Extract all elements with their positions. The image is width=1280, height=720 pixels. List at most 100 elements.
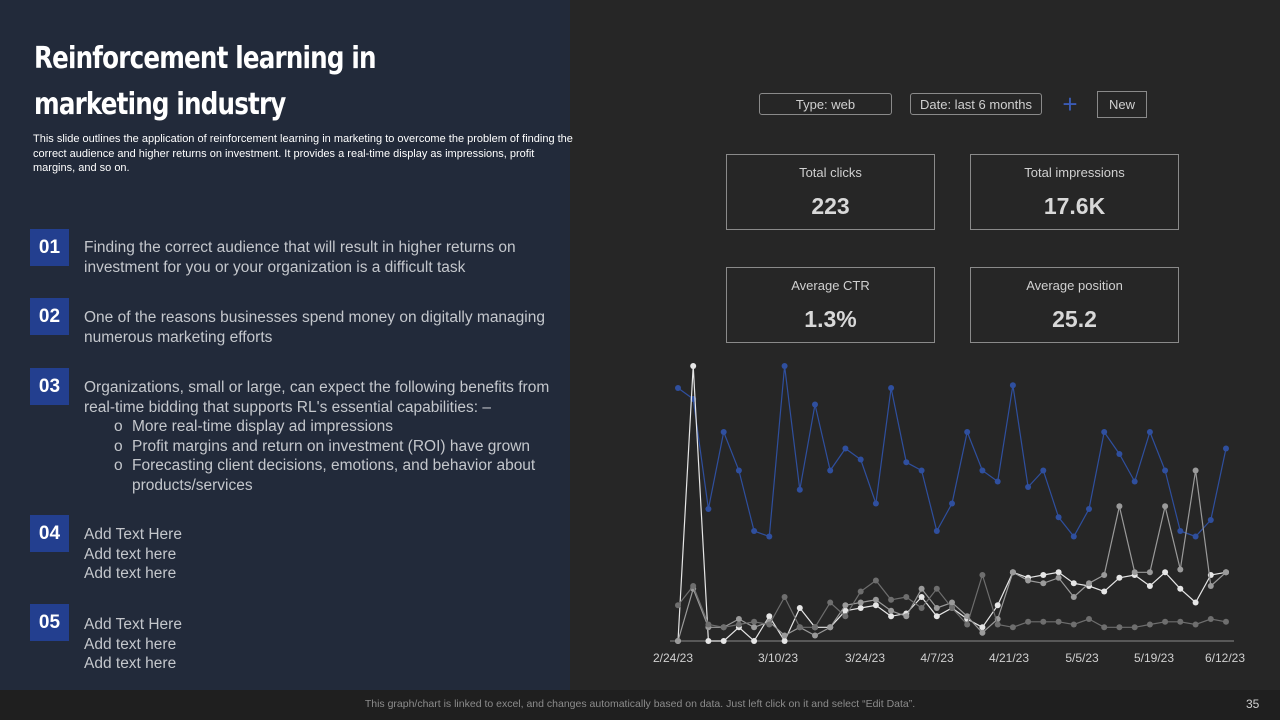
- series-2-point: [675, 638, 681, 644]
- series-0-point: [1131, 478, 1138, 485]
- series-0-point: [1070, 533, 1077, 540]
- series-3-point: [933, 585, 940, 592]
- series-0-point: [918, 467, 925, 474]
- series-1-point: [1116, 574, 1123, 581]
- series-1-point: [857, 605, 864, 611]
- item-line: Add text here: [84, 635, 177, 653]
- series-2-point: [1040, 580, 1047, 587]
- bullet-glyph: o: [114, 437, 123, 455]
- series-0-point: [1177, 528, 1184, 534]
- series-1-point: [1040, 572, 1047, 578]
- series-0-point: [1025, 484, 1032, 490]
- series-2-point: [872, 596, 879, 603]
- item-text: Organizations, small or large, can expec…: [84, 378, 566, 495]
- bullet-item: o Forecasting client decisions, emotions,…: [114, 456, 566, 495]
- series-2-point: [1116, 503, 1123, 510]
- series-1-point: [872, 602, 879, 609]
- footer-bar: [0, 690, 1280, 720]
- series-1-point: [766, 613, 773, 620]
- series-0-point: [781, 363, 788, 369]
- series-1-point: [918, 594, 925, 600]
- series-3-point: [918, 605, 925, 611]
- series-1-point: [1162, 569, 1169, 576]
- series-line-0: [677, 365, 1227, 538]
- item-line: One of the reasons businesses spend mone…: [84, 309, 545, 346]
- x-tick-label: 6/12/23: [1205, 651, 1245, 665]
- item-number-badge: 01: [30, 229, 69, 266]
- series-2-point: [842, 602, 849, 609]
- item-line: Add text here: [84, 545, 177, 563]
- series-3-point: [979, 572, 986, 578]
- series-3-point: [720, 624, 727, 631]
- date-filter-button[interactable]: Date: last 6 months: [910, 93, 1042, 115]
- kpi-value: 17.6K: [1043, 193, 1106, 219]
- new-button[interactable]: New: [1097, 91, 1147, 118]
- series-2-point: [1162, 503, 1169, 510]
- series-3-point: [781, 594, 788, 600]
- kpi-label: Total impressions: [1024, 165, 1125, 180]
- type-filter-button[interactable]: Type: web: [759, 93, 892, 115]
- series-2-point: [857, 599, 864, 606]
- series-0-point: [1162, 467, 1169, 474]
- series-2-point: [751, 624, 758, 631]
- series-0-point: [720, 429, 727, 435]
- add-plus-icon[interactable]: +: [1062, 89, 1078, 119]
- series-3-point: [1101, 624, 1108, 631]
- series-2-point: [888, 607, 895, 614]
- series-2-point: [1223, 569, 1229, 576]
- series-3-point: [1086, 616, 1092, 622]
- series-0-point: [842, 445, 849, 452]
- series-3-point: [1146, 621, 1153, 628]
- series-3-point: [1177, 618, 1184, 625]
- series-1-point: [705, 638, 712, 644]
- item-text: Add Text Here Add text here Add text her…: [84, 525, 566, 584]
- series-3-point: [812, 624, 818, 631]
- bullet-glyph: o: [114, 457, 123, 474]
- series-0-point: [812, 401, 818, 408]
- series-1-point: [979, 624, 986, 631]
- series-3-point: [735, 621, 742, 628]
- series-0-point: [705, 506, 712, 512]
- bullet-item: o Profit margins and return on investment…: [114, 437, 566, 457]
- item-text: Finding the correct audience that will r…: [84, 238, 566, 277]
- series-3-point: [796, 624, 803, 631]
- series-0-point: [872, 500, 879, 507]
- series-0-point: [933, 528, 940, 534]
- kpi-card-total-clicks: Total clicks 223: [726, 154, 935, 230]
- slide-title: Reinforcement learning in marketing indu…: [34, 36, 444, 128]
- series-2-point: [1025, 577, 1032, 584]
- series-2-point: [1192, 467, 1199, 474]
- item-text: One of the reasons businesses spend mone…: [84, 308, 566, 347]
- item-bullet-list: o More real-time display ad impressions o…: [84, 417, 566, 495]
- series-1-point: [994, 602, 1001, 609]
- kpi-card-total-impressions: Total impressions 17.6K: [970, 154, 1179, 230]
- series-0-point: [827, 467, 834, 474]
- series-3-point: [1162, 618, 1169, 625]
- series-3-point: [903, 594, 910, 600]
- series-3-point: [1116, 624, 1123, 631]
- series-1-point: [1055, 569, 1062, 576]
- series-3-point: [964, 621, 971, 628]
- slide-subtitle: This slide outlines the application of r…: [33, 133, 573, 174]
- series-2-point: [949, 599, 955, 606]
- bullet-text: Profit margins and return on investment …: [132, 437, 531, 455]
- series-1-point: [888, 613, 895, 620]
- item-number-badge: 02: [30, 298, 69, 335]
- x-tick-label: 5/5/23: [1065, 651, 1099, 665]
- series-0-point: [964, 429, 971, 435]
- series-3-point: [872, 577, 879, 584]
- series-2-point: [735, 616, 742, 622]
- series-0-point: [949, 500, 955, 507]
- series-3-point: [1009, 624, 1016, 631]
- series-0-point: [1146, 429, 1153, 435]
- series-3-point: [857, 588, 864, 595]
- series-2-point: [812, 632, 818, 639]
- series-3-point: [1192, 621, 1199, 628]
- series-0-point: [1101, 429, 1108, 435]
- series-0-point: [735, 467, 742, 474]
- series-3-point: [842, 613, 849, 620]
- item-number-badge: 05: [30, 604, 69, 641]
- series-2-point: [1177, 566, 1184, 573]
- series-1-point: [1101, 588, 1108, 595]
- series-3-point: [827, 599, 834, 606]
